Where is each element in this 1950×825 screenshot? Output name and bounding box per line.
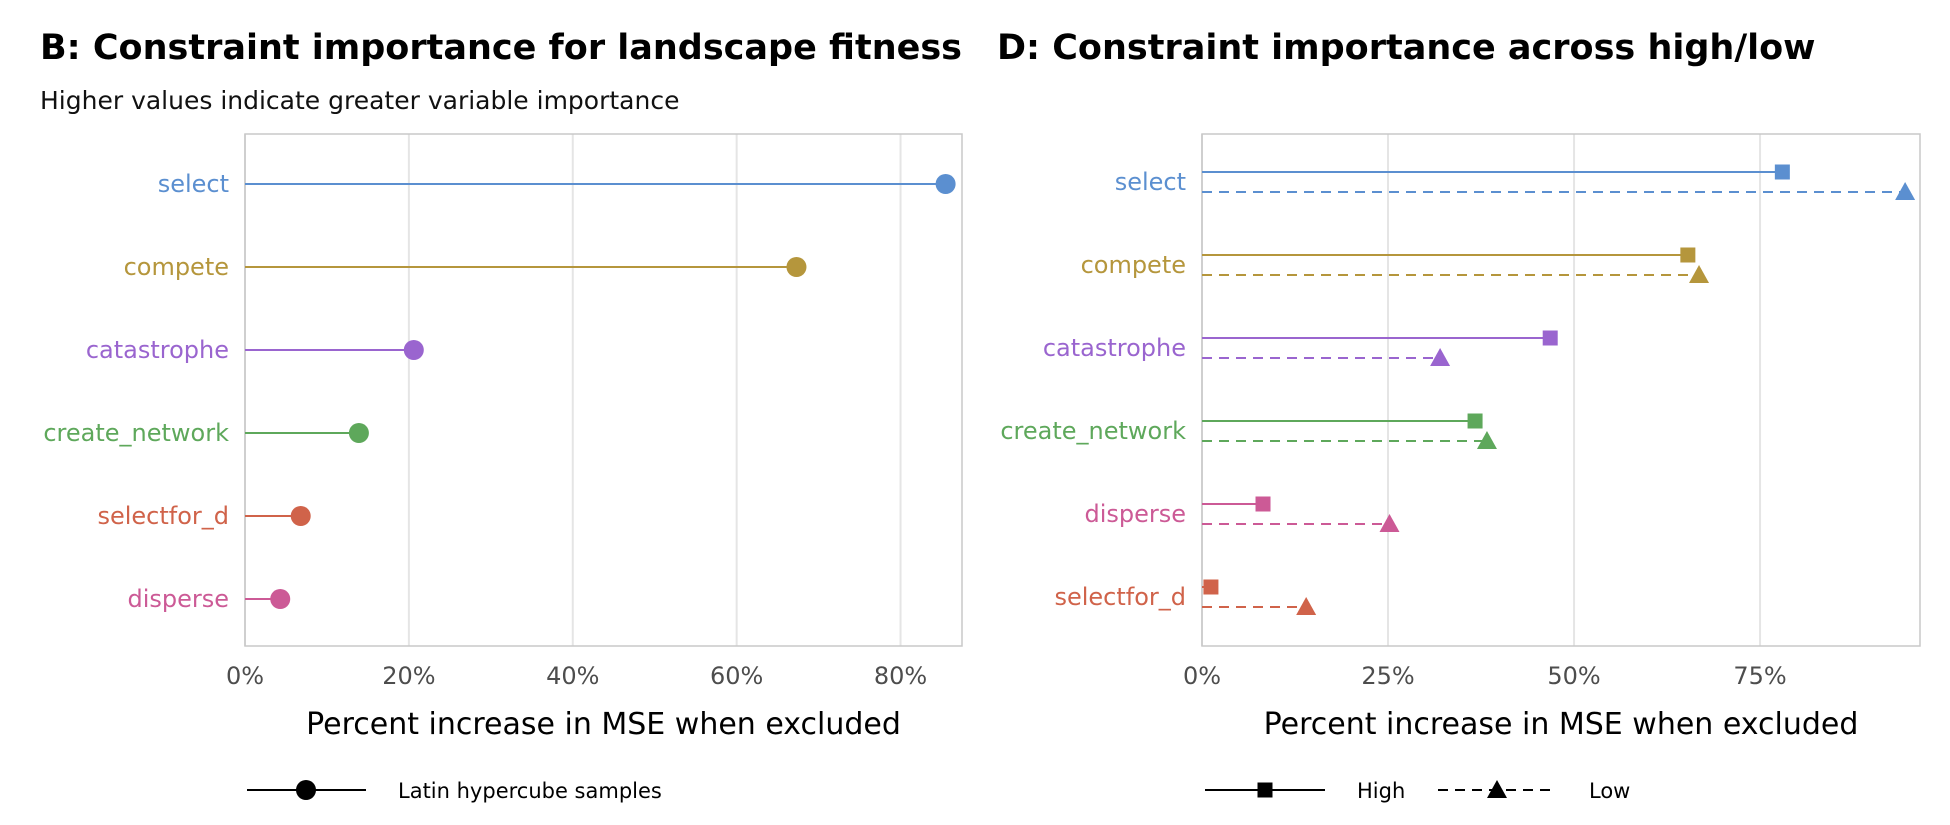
chart-d-tick-label: 50%	[1547, 662, 1600, 690]
chart-b-point	[403, 340, 424, 360]
chart-d-legend-low-label: Low	[1589, 779, 1630, 803]
chart-b-category-label: catastrophe	[86, 336, 229, 364]
chart-d-high-point	[1774, 164, 1790, 180]
chart-d-tick-label: 75%	[1733, 662, 1786, 690]
chart-b-legend-marker	[296, 780, 316, 800]
chart-b-category-label: compete	[124, 253, 229, 281]
chart-b-tick-label: 20%	[382, 662, 435, 690]
chart-d-tick-label: 25%	[1361, 662, 1414, 690]
chart-b-point	[348, 423, 369, 443]
chart-d-high-point	[1255, 496, 1271, 512]
chart-d-low-point	[1379, 514, 1400, 532]
chart-d-high-point	[1467, 413, 1483, 429]
chart-d-category-label: catastrophe	[1043, 334, 1186, 362]
chart-b-point	[290, 506, 311, 526]
chart-d-legend-high-label: High	[1357, 779, 1405, 803]
chart-d-high-point	[1680, 247, 1696, 263]
chart-d-category-label: disperse	[1084, 500, 1186, 528]
chart-d-x-axis-title: Percent increase in MSE when excluded	[1264, 707, 1859, 742]
chart-d-panel-border	[1201, 133, 1921, 647]
chart-d-category-label: compete	[1081, 251, 1186, 279]
chart-d-high-point	[1542, 330, 1558, 346]
chart-b-category-label: selectfor_d	[97, 502, 229, 530]
chart-d-low-point	[1895, 182, 1916, 200]
chart-b-category-label: create_network	[43, 419, 229, 447]
chart-d-tick-label: 0%	[1183, 662, 1221, 690]
chart-d-high-point	[1203, 579, 1219, 595]
chart-d-category-label: select	[1115, 168, 1186, 196]
chart-d-category-label: create_network	[1000, 417, 1186, 445]
chart-b-tick-label: 40%	[546, 662, 599, 690]
chart-b-category-label: select	[158, 170, 229, 198]
chart-d-low-point	[1689, 265, 1710, 283]
chart-d-low-point	[1430, 348, 1451, 366]
chart-b-tick-label: 0%	[226, 662, 264, 690]
chart-b-category-label: disperse	[127, 585, 229, 613]
chart-b-tick-label: 80%	[874, 662, 927, 690]
chart-b-point	[270, 589, 291, 609]
chart-b-title: B: Constraint importance for landscape f…	[40, 28, 963, 68]
chart-b-point	[786, 257, 807, 277]
chart-b-legend-label: Latin hypercube samples	[398, 779, 662, 803]
chart-d-category-label: selectfor_d	[1054, 583, 1186, 611]
chart-d-low-point	[1296, 597, 1317, 615]
chart-b-subtitle: Higher values indicate greater variable …	[40, 86, 680, 115]
chart-d-legend-low-marker	[1487, 780, 1507, 798]
chart-b-panel-border	[244, 133, 963, 647]
chart-b-point	[935, 174, 956, 194]
chart-b-tick-label: 60%	[710, 662, 763, 690]
chart-d-legend-high-marker	[1257, 782, 1273, 798]
chart-b-x-axis-title: Percent increase in MSE when excluded	[306, 707, 901, 742]
chart-d-low-point	[1476, 431, 1497, 449]
chart-d-title: D: Constraint importance across high/low	[997, 28, 1816, 68]
